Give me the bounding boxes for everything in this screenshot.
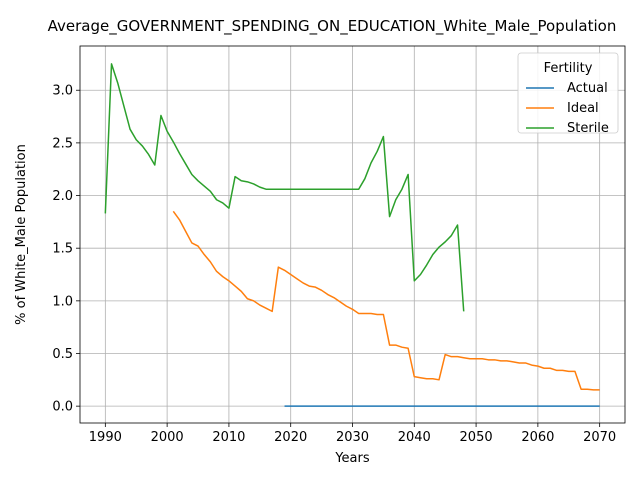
legend-label-ideal: Ideal xyxy=(567,101,599,116)
y-tick-label: 0.5 xyxy=(52,347,73,362)
series-lines xyxy=(104,63,600,407)
x-axis-label: Years xyxy=(334,451,370,466)
x-tick-label: 2060 xyxy=(521,430,554,445)
x-tick-label: 2050 xyxy=(460,430,493,445)
x-tick-label: 2000 xyxy=(151,430,184,445)
x-tick-label: 2040 xyxy=(398,430,431,445)
y-tick-label: 2.0 xyxy=(52,189,73,204)
y-axis-label: % of White_Male Population xyxy=(14,144,29,325)
x-axis-ticks: 1990 2000 2010 2020 2030 2040 2050 2060 2070 xyxy=(89,423,616,445)
legend: Fertility Actual Ideal Sterile xyxy=(517,52,619,136)
y-tick-label: 1.5 xyxy=(52,242,73,257)
y-tick-label: 2.5 xyxy=(52,136,73,151)
legend-box xyxy=(517,52,619,134)
y-tick-label: 3.0 xyxy=(52,84,73,99)
series-line-sterile xyxy=(104,63,465,312)
x-tick-label: 2030 xyxy=(336,430,369,445)
chart-title: Average_GOVERNMENT_SPENDING_ON_EDUCATION… xyxy=(48,17,617,36)
series-line-ideal xyxy=(172,210,600,391)
x-tick-label: 2020 xyxy=(274,430,307,445)
x-tick-label: 1990 xyxy=(89,430,122,445)
y-axis-ticks: 0.0 0.5 1.0 1.5 2.0 2.5 3.0 xyxy=(52,84,80,415)
y-tick-label: 1.0 xyxy=(52,294,73,309)
legend-label-sterile: Sterile xyxy=(567,121,609,136)
x-tick-label: 2070 xyxy=(583,430,616,445)
x-tick-label: 2010 xyxy=(212,430,245,445)
legend-title: Fertility xyxy=(544,61,593,76)
legend-label-actual: Actual xyxy=(567,81,608,96)
y-tick-label: 0.0 xyxy=(52,400,73,415)
